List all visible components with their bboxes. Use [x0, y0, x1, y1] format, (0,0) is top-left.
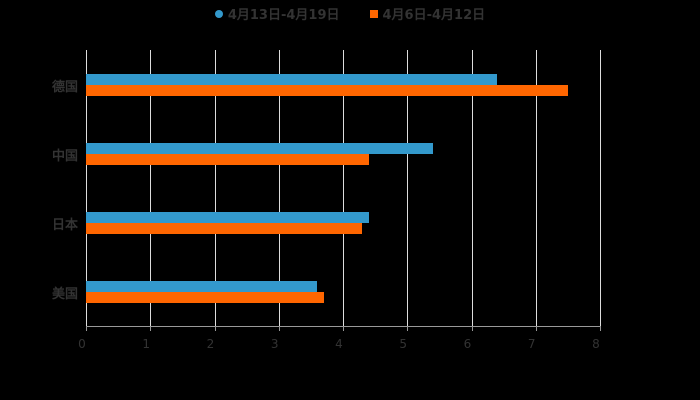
legend-label: 4月6日-4月12日: [382, 8, 486, 23]
bar[interactable]: [86, 84, 568, 96]
x-tick-label: 8: [592, 337, 600, 351]
x-tick: [86, 326, 87, 331]
bar[interactable]: [86, 211, 369, 223]
gridline: [471, 50, 473, 326]
x-tick-label: 4: [335, 337, 343, 351]
x-tick: [278, 326, 280, 331]
legend-label: 4月13日-4月19日: [227, 8, 340, 23]
x-tick: [471, 326, 473, 331]
bar[interactable]: [86, 291, 324, 303]
bar[interactable]: [86, 222, 363, 234]
x-tick-label: 2: [206, 337, 215, 351]
x-axis: [86, 326, 600, 327]
category-label: 德国: [51, 79, 78, 95]
gridline: [600, 50, 601, 326]
x-tick-label: 5: [399, 337, 408, 351]
bar[interactable]: [86, 73, 498, 85]
gridline: [214, 50, 216, 326]
legend-item-week1[interactable]: 4月6日-4月12日: [369, 4, 486, 23]
x-tick-label: 1: [142, 337, 151, 351]
x-tick: [150, 326, 152, 331]
gridline: [343, 50, 344, 326]
x-tick: [407, 326, 409, 331]
gridline: [278, 50, 280, 326]
x-tick-label: 3: [270, 337, 279, 351]
category-label: 美国: [51, 286, 78, 302]
legend: 4月13日-4月19日 4月6日-4月12日: [0, 4, 700, 23]
gridline: [407, 50, 409, 326]
gridline: [86, 50, 87, 326]
bar[interactable]: [86, 280, 318, 292]
bar[interactable]: [86, 142, 433, 154]
x-tick: [600, 326, 601, 331]
category-label: 中国: [51, 148, 78, 164]
x-tick-label: 6: [463, 337, 472, 351]
x-tick: [535, 326, 537, 331]
legend-item-week2[interactable]: 4月13日-4月19日: [214, 4, 340, 23]
category-label: 日本: [51, 217, 78, 233]
legend-square-icon: [369, 9, 378, 18]
x-tick-label: 0: [78, 337, 86, 351]
x-tick: [214, 326, 216, 331]
legend-circle-icon: [214, 9, 223, 18]
x-tick-label: 7: [527, 337, 536, 351]
bar[interactable]: [86, 153, 369, 165]
gridline: [535, 50, 537, 326]
gridline: [150, 50, 152, 326]
x-tick: [343, 326, 344, 331]
